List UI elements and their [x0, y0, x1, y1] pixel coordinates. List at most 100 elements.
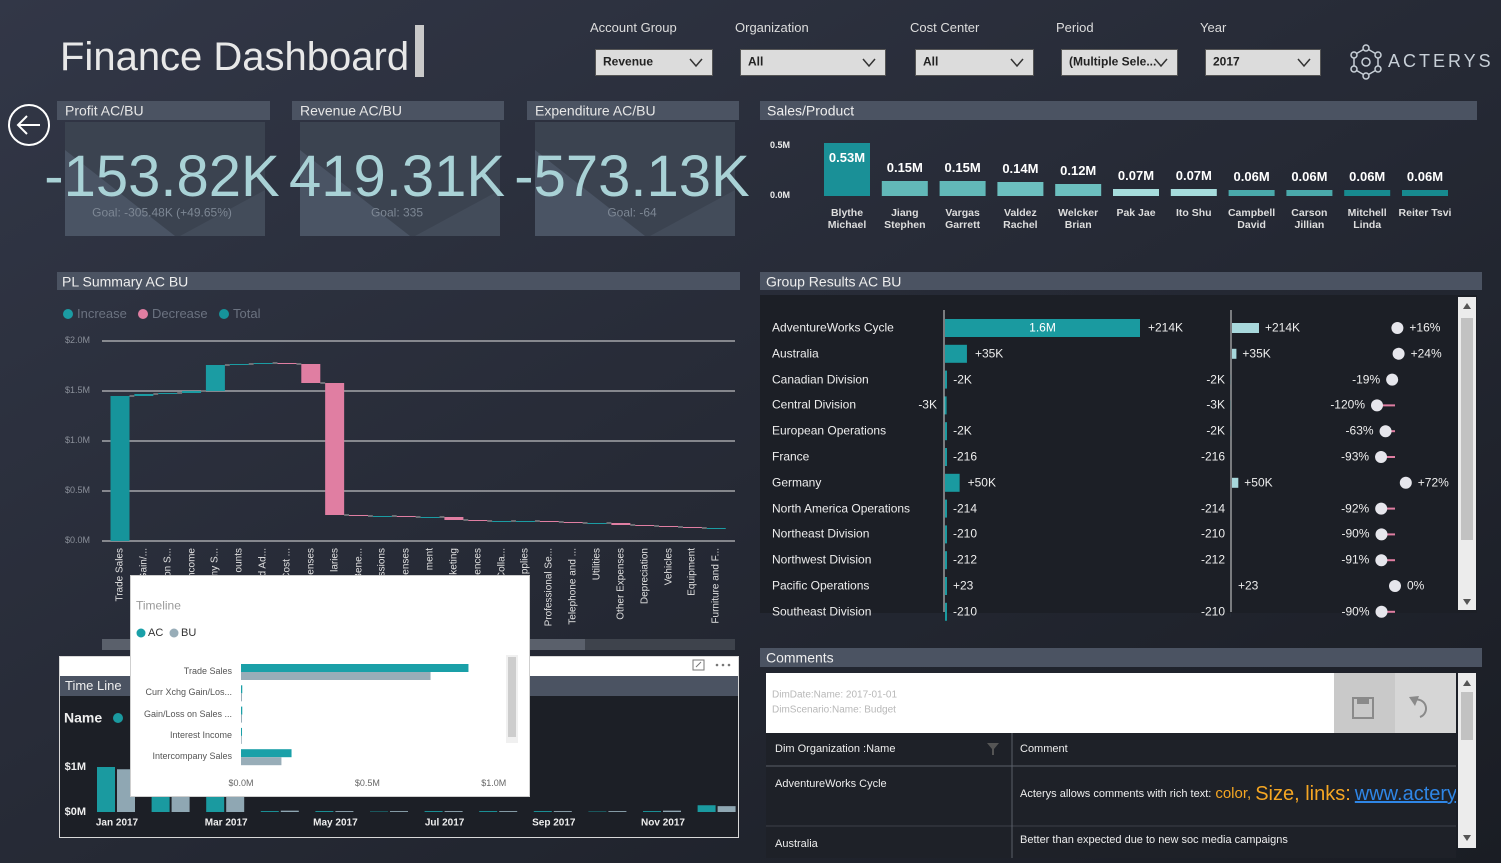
ac-bar [945, 499, 947, 518]
ac-bar [944, 396, 947, 415]
waterfall-bar [539, 521, 559, 522]
lollipop-dot [1379, 425, 1392, 438]
x-tick-label: Pak Jae [1116, 207, 1156, 219]
waterfall-bar [563, 522, 583, 523]
tooltip-scrollbar[interactable] [506, 655, 518, 743]
legend-label: Increase [77, 305, 127, 321]
kpi-goal: Goal: 335 [370, 205, 424, 220]
ac-bar [945, 422, 947, 441]
row-label: France [772, 449, 810, 464]
panel-title: Sales/Product [767, 102, 855, 119]
x-tick-label: Carson Jillian [1291, 207, 1328, 231]
variance-label: -2K [953, 372, 972, 386]
value-label: 0.06M [1233, 168, 1270, 184]
filter-value: All [748, 54, 764, 69]
ac-bar [945, 344, 967, 363]
comment-scrollbar[interactable] [1458, 673, 1476, 848]
value-label: 0.53M [828, 149, 866, 165]
x-tick-label: Nov 2017 [641, 817, 685, 829]
variance-label: -210 [953, 604, 978, 619]
bar [939, 181, 986, 196]
variance-label: +35K [1242, 346, 1271, 361]
bar [335, 811, 354, 812]
bar [444, 811, 463, 812]
lollipop-dot [1392, 347, 1405, 360]
value-label: 0.06M [1406, 168, 1444, 184]
y-tick-label: Trade Sales [183, 666, 232, 677]
lollipop-dot [1391, 322, 1404, 334]
filter-value: Revenue [603, 54, 654, 69]
save-button[interactable] [1334, 673, 1395, 733]
pct-label: +72% [1417, 475, 1449, 490]
bar [1344, 190, 1391, 196]
y-tick-label: Curr Xchg Gain/Los... [145, 687, 232, 698]
x-tick-label: Mar 2017 [204, 817, 248, 829]
x-tick-label: Valdez Rachel [1003, 207, 1038, 231]
pct-label: -19% [1352, 372, 1381, 386]
back-button[interactable] [8, 104, 50, 146]
bar [424, 811, 443, 812]
filter-label: Cost Center [910, 19, 980, 35]
waterfall-bar [301, 364, 321, 383]
dashboard-title: Finance Dashboard [60, 35, 410, 79]
y-tick-label: Interest Income [169, 729, 232, 740]
variance-label: -210 [1200, 604, 1225, 619]
bar [499, 811, 518, 812]
y-tick-label: $1.5M [64, 385, 90, 396]
waterfall-bar [611, 523, 631, 525]
undo-button[interactable] [1395, 673, 1456, 733]
comment-meta: DimScenario:Name: Budget [772, 704, 896, 716]
legend-swatch [169, 628, 179, 638]
x-tick-label: Blythe Michael [827, 207, 867, 231]
variance-label: -212 [1200, 552, 1225, 567]
waterfall-bar [205, 365, 225, 391]
ac-bar [945, 319, 1140, 337]
value-label: 0.15M [886, 159, 923, 175]
bar [241, 664, 469, 672]
kpi-goal: Goal: -64 [607, 205, 657, 220]
pct-label: -91% [1341, 552, 1370, 567]
variance-bar [1232, 348, 1237, 359]
bar [260, 811, 279, 812]
x-tick-label: Mitchell Linda [1347, 207, 1387, 231]
variance-label: -2K [1206, 372, 1225, 386]
bar [241, 749, 292, 758]
bar [608, 811, 627, 812]
kpi-title: Revenue AC/BU [300, 102, 402, 119]
waterfall-bar [253, 363, 273, 364]
ac-bar [945, 602, 947, 621]
waterfall-bar [635, 525, 655, 526]
bar [241, 757, 282, 766]
variance-label: -212 [953, 552, 978, 567]
value-label: 0.07M [1175, 167, 1212, 183]
bar [1055, 184, 1102, 196]
filter-value: All [923, 54, 939, 69]
panel-headers [57, 101, 1482, 667]
bar [824, 143, 870, 196]
group-scrollbar[interactable] [1458, 297, 1476, 610]
lollipop-dot [1389, 580, 1401, 592]
waterfall-bar [682, 527, 702, 528]
filter-label: Year [1200, 19, 1227, 35]
y-tick-label: $2.0M [64, 335, 90, 346]
value-label: 0.07M [1117, 167, 1155, 183]
waterfall-bar [277, 363, 297, 364]
pct-label: -90% [1341, 526, 1370, 541]
x-tick-label: Jiang Stephen [884, 207, 926, 231]
kpi-value: -153.82K [44, 144, 280, 210]
x-tick-label: $0.0M [228, 778, 254, 789]
pct-label: -93% [1341, 449, 1370, 464]
bar [241, 693, 243, 702]
filter-dropdown[interactable] [740, 49, 886, 76]
row-label: AdventureWorks Cycle [772, 320, 894, 335]
comment-cell: Better than expected due to new soc medi… [1020, 834, 1456, 863]
row-label: Southeast Division [772, 604, 872, 619]
variance-label: -214 [953, 501, 978, 515]
comment-link[interactable]: www.actery [1354, 783, 1456, 805]
org-name: AdventureWorks Cycle [775, 777, 887, 790]
comment-text: Acterys allows comments with rich text: [1020, 787, 1212, 800]
variance-bar [1232, 323, 1259, 333]
lollipop-dot [1386, 373, 1399, 386]
comment-input[interactable] [766, 673, 1334, 733]
